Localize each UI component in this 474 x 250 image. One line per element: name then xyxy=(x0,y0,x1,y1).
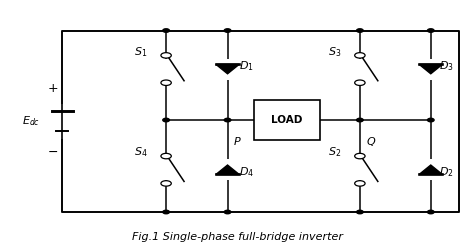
Circle shape xyxy=(163,210,169,214)
Circle shape xyxy=(224,118,231,122)
Circle shape xyxy=(161,181,171,186)
Text: $E_{dc}$: $E_{dc}$ xyxy=(22,114,40,128)
Circle shape xyxy=(355,153,365,159)
Text: $S_2$: $S_2$ xyxy=(328,146,341,159)
Polygon shape xyxy=(419,64,442,74)
Circle shape xyxy=(355,80,365,86)
Polygon shape xyxy=(419,165,442,174)
Circle shape xyxy=(428,118,434,122)
Text: $S_1$: $S_1$ xyxy=(134,45,147,59)
Bar xyxy=(62,30,459,212)
Text: $-$: $-$ xyxy=(47,144,58,158)
Text: LOAD: LOAD xyxy=(271,115,302,125)
Circle shape xyxy=(161,153,171,159)
Text: $S_3$: $S_3$ xyxy=(328,45,341,59)
Circle shape xyxy=(428,29,434,32)
Polygon shape xyxy=(216,165,239,174)
Circle shape xyxy=(356,118,363,122)
Circle shape xyxy=(428,210,434,214)
Circle shape xyxy=(356,210,363,214)
Circle shape xyxy=(355,53,365,58)
Circle shape xyxy=(355,181,365,186)
Circle shape xyxy=(224,29,231,32)
Circle shape xyxy=(161,80,171,86)
Circle shape xyxy=(163,118,169,122)
Bar xyxy=(254,100,319,140)
Text: $D_1$: $D_1$ xyxy=(239,60,254,74)
Circle shape xyxy=(224,210,231,214)
Text: $P$: $P$ xyxy=(233,135,242,147)
Text: $D_2$: $D_2$ xyxy=(439,165,454,179)
Circle shape xyxy=(163,29,169,32)
Circle shape xyxy=(161,53,171,58)
Polygon shape xyxy=(216,64,239,74)
Text: $D_3$: $D_3$ xyxy=(439,60,454,74)
Circle shape xyxy=(356,29,363,32)
Text: $S_4$: $S_4$ xyxy=(134,146,147,159)
Text: Fig.1 Single-phase full-bridge inverter: Fig.1 Single-phase full-bridge inverter xyxy=(131,232,343,242)
Text: +: + xyxy=(47,82,58,96)
Text: $D_4$: $D_4$ xyxy=(239,165,255,179)
Text: $Q$: $Q$ xyxy=(365,135,376,148)
